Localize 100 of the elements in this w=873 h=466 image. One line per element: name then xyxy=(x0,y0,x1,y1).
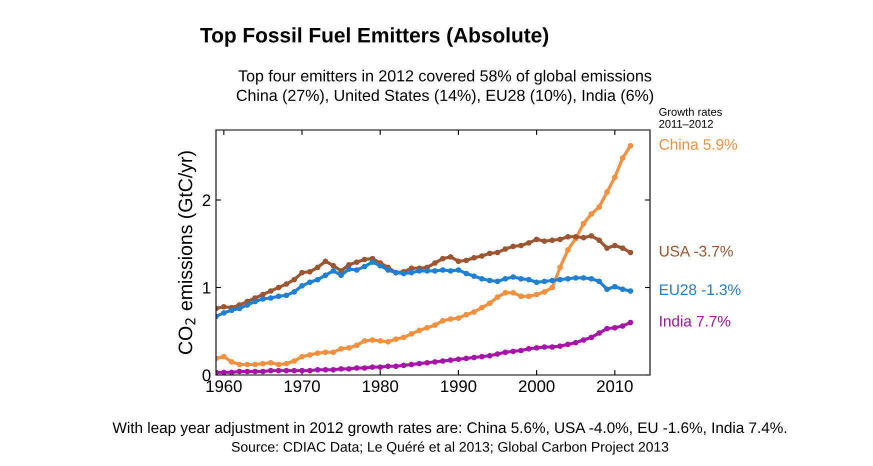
point xyxy=(542,344,548,350)
text: With leap year adjustment in 2012 growth rates are: China 5.6%, USA -4.0%, EU -1.6%, India 7.4%. xyxy=(112,422,786,436)
point xyxy=(580,337,586,343)
point xyxy=(330,262,336,268)
point xyxy=(408,331,414,337)
point xyxy=(440,256,446,262)
x-tick-label: 1960 xyxy=(206,380,242,392)
point xyxy=(486,278,492,284)
point xyxy=(549,278,556,284)
point xyxy=(276,368,282,374)
point xyxy=(424,360,430,366)
point xyxy=(486,352,492,359)
point xyxy=(236,368,242,374)
legend-title: Growth rates 2011–2012 xyxy=(659,108,722,128)
point xyxy=(424,324,430,331)
point xyxy=(299,270,305,276)
point xyxy=(518,242,524,248)
point xyxy=(322,272,328,278)
point xyxy=(534,279,540,286)
point xyxy=(252,362,258,368)
point xyxy=(252,298,258,304)
point xyxy=(377,338,383,344)
point xyxy=(565,276,571,282)
point xyxy=(354,259,360,265)
point xyxy=(291,368,297,374)
point xyxy=(486,300,492,306)
point xyxy=(440,318,446,324)
point xyxy=(456,258,462,264)
point xyxy=(276,362,282,368)
point xyxy=(580,220,586,226)
point xyxy=(260,292,266,298)
point xyxy=(580,234,586,240)
point xyxy=(526,346,532,352)
point xyxy=(322,366,328,373)
point xyxy=(628,288,634,294)
y-tick-label: 2 xyxy=(202,194,210,206)
point xyxy=(330,366,336,373)
point xyxy=(463,258,470,264)
source-note: Source: CDIAC Data; Le Quéré et al 2013; Global Carbon Project 2013 xyxy=(232,441,668,455)
point xyxy=(620,286,626,292)
point xyxy=(236,306,242,312)
point xyxy=(221,304,227,310)
point xyxy=(268,288,274,294)
point xyxy=(268,368,274,374)
point xyxy=(408,362,414,368)
point xyxy=(448,268,454,274)
point xyxy=(604,189,610,195)
point xyxy=(221,310,227,316)
x-tick-label: 1980 xyxy=(362,380,398,392)
point xyxy=(354,267,360,273)
point xyxy=(370,259,376,265)
point xyxy=(400,362,406,368)
y-tick-label: 1 xyxy=(203,282,210,294)
point xyxy=(440,267,446,273)
point xyxy=(346,366,352,372)
x-tick-label: 2010 xyxy=(597,380,633,392)
point xyxy=(510,244,516,250)
point xyxy=(432,359,438,365)
point xyxy=(299,368,305,374)
point xyxy=(620,323,626,329)
point xyxy=(628,142,634,149)
point xyxy=(510,274,516,280)
point xyxy=(479,304,485,310)
point xyxy=(612,242,618,248)
point xyxy=(486,250,492,256)
point xyxy=(260,296,266,302)
point xyxy=(471,273,477,279)
point xyxy=(534,345,540,351)
point xyxy=(244,302,250,308)
point xyxy=(463,356,470,362)
point xyxy=(604,286,610,292)
point xyxy=(572,275,578,281)
point xyxy=(393,336,399,342)
point xyxy=(456,356,462,362)
point xyxy=(362,256,368,262)
point xyxy=(463,312,470,318)
point xyxy=(604,326,610,332)
point xyxy=(440,358,446,364)
point xyxy=(228,307,234,314)
point xyxy=(534,292,540,298)
point xyxy=(502,276,508,282)
point xyxy=(542,289,548,295)
x-tick-label: 1990 xyxy=(441,380,476,392)
point xyxy=(620,245,626,251)
point xyxy=(385,338,391,345)
point xyxy=(299,354,305,360)
point xyxy=(510,290,516,296)
point xyxy=(228,359,234,365)
point xyxy=(588,276,594,282)
point xyxy=(534,236,540,242)
point xyxy=(314,276,320,282)
point xyxy=(596,237,602,244)
point xyxy=(502,246,508,252)
point xyxy=(628,250,634,256)
point xyxy=(284,281,290,287)
point xyxy=(596,330,602,336)
point xyxy=(588,211,594,217)
point xyxy=(596,204,602,210)
point xyxy=(494,294,500,300)
point xyxy=(542,238,548,244)
